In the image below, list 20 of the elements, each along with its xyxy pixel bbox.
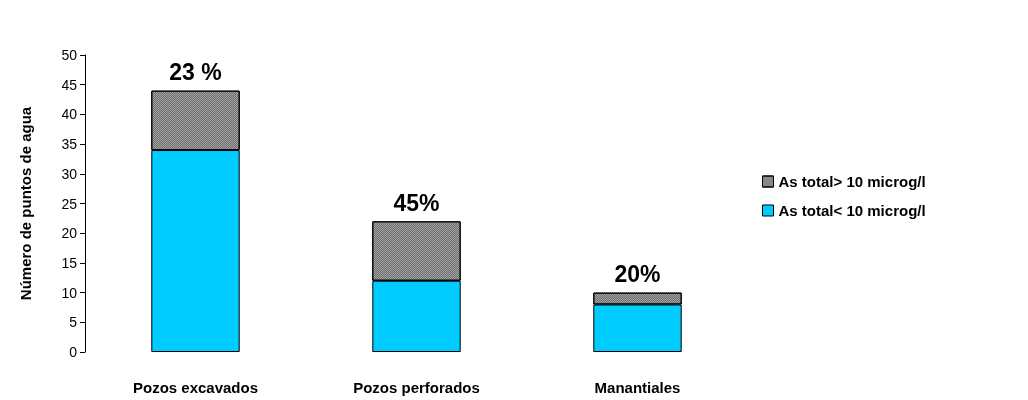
legend-label: As total> 10 microg/l: [778, 173, 926, 190]
y-tick-label: 30: [61, 165, 78, 182]
y-tick-label: 35: [61, 136, 78, 153]
x-tick-label: Pozos excavados: [132, 379, 259, 396]
y-axis-title: Número de puntos de agua: [17, 106, 34, 301]
y-tick-label: 50: [61, 47, 78, 63]
annotation: 45%: [393, 189, 440, 216]
annotation: 23 %: [169, 59, 222, 86]
y-tick-label: 45: [61, 76, 78, 93]
x-tick-label: Pozos perforados: [353, 379, 480, 396]
legend-label: As total< 10 microg/l: [778, 202, 926, 219]
x-tick-label: Manantiales: [594, 379, 681, 396]
y-tick-label: 0: [69, 344, 78, 360]
y-tick-label: 20: [61, 225, 78, 242]
y-tick-label: 25: [61, 195, 78, 212]
y-tick-label: 10: [61, 284, 78, 301]
y-tick-label: 15: [61, 254, 78, 271]
y-tick-label: 40: [61, 106, 78, 123]
y-tick-label: 5: [69, 314, 78, 331]
annotation: 20%: [614, 261, 661, 288]
